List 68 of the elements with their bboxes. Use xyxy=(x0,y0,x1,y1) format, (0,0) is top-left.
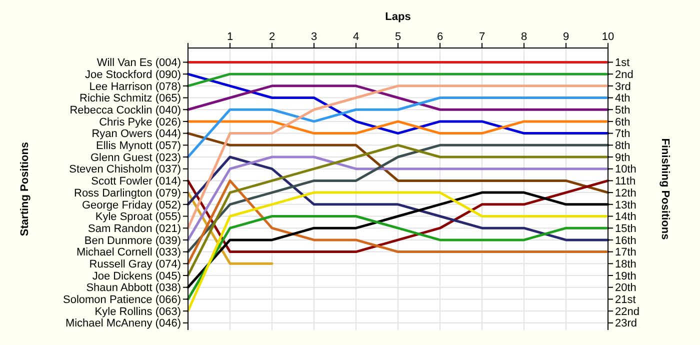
x-tick-label: 4 xyxy=(352,31,360,43)
y-tick-label: 11th xyxy=(615,176,636,188)
y-tick-label: 20th xyxy=(615,282,636,294)
y-tick-label: 2nd xyxy=(615,68,634,81)
category-label: Sam Randon (021) xyxy=(88,222,181,235)
category-label: Ellis Mynott (057) xyxy=(96,140,181,152)
line-series xyxy=(186,96,610,158)
y-tick-label: 13th xyxy=(615,199,636,212)
y-tick-label: 16th xyxy=(615,234,636,247)
x-tick-label: 9 xyxy=(562,31,570,43)
x-tick-label: 5 xyxy=(394,31,402,43)
category-label: Kyle Rollins (063) xyxy=(94,306,181,318)
line-series xyxy=(186,132,610,194)
x-tick-label: 1 xyxy=(226,31,234,43)
x-tick-label: 6 xyxy=(436,31,444,43)
line-series xyxy=(186,215,610,300)
line-series xyxy=(186,156,610,242)
category-label: Joe Stockford (090) xyxy=(85,68,181,81)
y-tick-label: 10th xyxy=(615,164,636,176)
y-axis-title: Finishing Positions xyxy=(659,138,671,240)
line-series xyxy=(186,144,610,254)
y-tick-label: 7th xyxy=(615,128,630,140)
category-label: Ben Dunmore (039) xyxy=(84,234,181,247)
line-series xyxy=(186,191,610,312)
y-tick-label: 14th xyxy=(615,211,636,224)
y-tick-label: 1st xyxy=(615,57,630,70)
category-label: Solomon Patience (066) xyxy=(62,294,181,306)
category-label: Michael McAneny (046) xyxy=(65,318,181,330)
category-label: Chris Pyke (026) xyxy=(99,116,181,128)
y-tick-label: 4th xyxy=(615,92,630,105)
category-label: George Friday (052) xyxy=(82,199,181,212)
category-label: Kyle Sproat (055) xyxy=(95,211,181,224)
y-tick-label: 18th xyxy=(615,258,636,270)
category-label: Michael Cornell (033) xyxy=(76,246,181,259)
category-label: Scott Fowler (014) xyxy=(91,176,181,188)
category-label: Ross Darlington (079) xyxy=(74,187,181,200)
line-series xyxy=(186,144,610,277)
line-series xyxy=(186,72,610,135)
x-tick-label: 3 xyxy=(310,31,318,43)
category-label: Richie Schmitz (065) xyxy=(80,92,181,105)
category-label: Will Van Es (004) xyxy=(96,57,181,70)
line-series xyxy=(186,84,610,230)
y-tick-label: 8th xyxy=(615,140,630,152)
y-tick-label: 19th xyxy=(615,270,636,282)
x-tick-label: 2 xyxy=(268,31,276,43)
x-tick-label: 8 xyxy=(520,31,528,43)
x-axis-title: Laps xyxy=(385,11,411,23)
y-tick-label: 3rd xyxy=(615,80,631,93)
y-tick-label: 22nd xyxy=(615,306,640,318)
x-tick-label: 10 xyxy=(602,31,614,43)
y-tick-label: 17th xyxy=(615,246,636,259)
category-label: Glenn Guest (023) xyxy=(90,152,181,164)
y-tick-label: 15th xyxy=(615,222,636,235)
category-label: Russell Gray (074) xyxy=(89,258,181,270)
y-tick-label: 6th xyxy=(615,116,630,128)
y-tick-label: 9th xyxy=(615,152,630,164)
y-tick-label: 5th xyxy=(615,104,630,116)
y-tick-label: 21st xyxy=(615,294,636,306)
y-tick-label: 23rd xyxy=(615,318,638,330)
category-label: Rebecca Cocklin (040) xyxy=(70,104,181,116)
category-label: Lee Harrison (078) xyxy=(89,80,181,93)
y-tick-label: 12th xyxy=(615,187,636,200)
category-label: Ryan Owers (044) xyxy=(92,128,181,140)
category-label: Joe Dickens (045) xyxy=(92,270,181,282)
text: Starting Positions xyxy=(19,142,31,236)
x-tick-label: 7 xyxy=(478,31,486,43)
category-label: Steven Chisholm (037) xyxy=(69,164,181,176)
category-label: Shaun Abbott (038) xyxy=(86,282,181,294)
